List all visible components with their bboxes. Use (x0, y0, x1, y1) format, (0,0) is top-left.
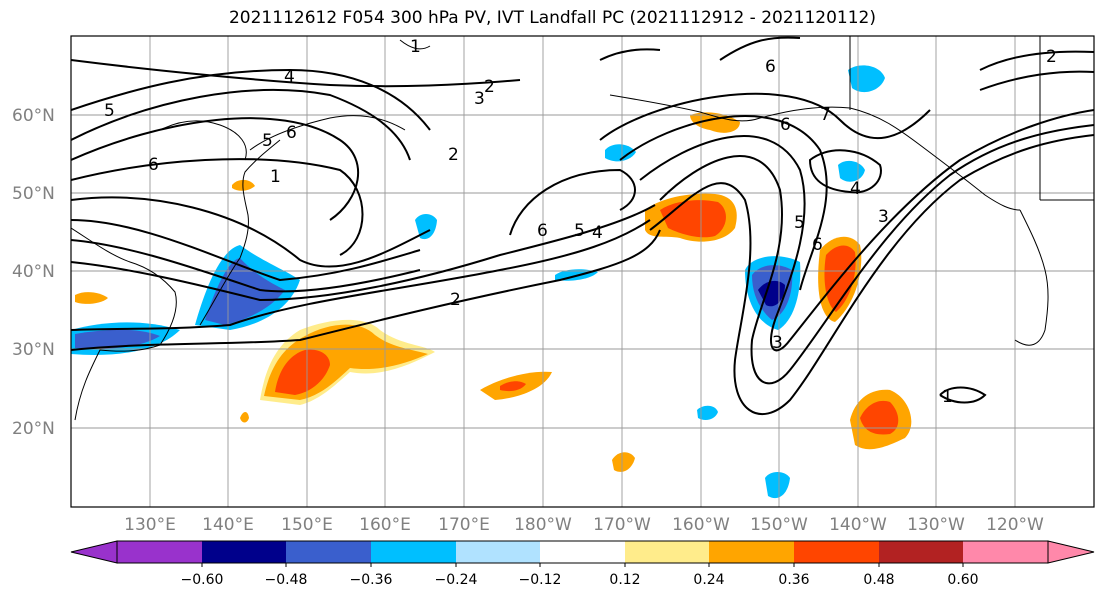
colorbar-segment (625, 541, 709, 563)
contour-labels: 5 4 3 2 1 6 5 6 1 2 6 5 4 2 6 7 4 3 6 5 … (104, 37, 1057, 407)
lon-label: 140°E (202, 515, 254, 535)
contour-label: 6 (780, 115, 791, 135)
latitude-labels: 60°N 50°N 40°N 30°N 20°N (12, 106, 55, 439)
colorbar-segment (202, 541, 286, 563)
contour-label: 3 (772, 333, 783, 353)
lon-label: 150°W (750, 515, 808, 535)
contour-label: 4 (592, 223, 603, 243)
map-title: 2021112612 F054 300 hPa PV, IVT Landfall… (228, 8, 876, 28)
lon-label: 150°E (281, 515, 333, 535)
contour-label: 2 (448, 145, 459, 165)
lon-label: 170°W (593, 515, 651, 535)
contour-label: 6 (148, 155, 159, 175)
contour-label: 2 (450, 290, 461, 310)
colorbar-segment (794, 541, 879, 563)
colorbar-tick-label: 0.24 (693, 572, 724, 588)
colorbar-tick-label: 0.60 (947, 572, 978, 588)
contour-label: 3 (474, 89, 485, 109)
colorbar-segment (371, 541, 456, 563)
colorbar-segment (709, 541, 794, 563)
colorbar-segment (879, 541, 963, 563)
colorbar-tick-label: 0.36 (778, 572, 809, 588)
contour-label: 2 (484, 77, 495, 97)
lon-label: 160°W (672, 515, 730, 535)
longitude-labels: 130°E 140°E 150°E 160°E 170°E 180°W 170°… (124, 515, 1044, 535)
colorbar-tick-label: 0.12 (609, 572, 640, 588)
colorbar-segment (286, 541, 371, 563)
contour-label: 5 (262, 131, 273, 151)
lat-label: 30°N (12, 340, 55, 360)
contour-label: 6 (537, 221, 548, 241)
contour-label: 4 (284, 67, 295, 87)
map-frame (70, 35, 1095, 508)
lat-label: 40°N (12, 262, 55, 282)
lon-label: 140°W (829, 515, 887, 535)
colorbar-frame (116, 540, 1049, 564)
colorbar-tick-label: 0.48 (863, 572, 894, 588)
contour-label: 5 (104, 101, 115, 121)
lat-label: 20°N (12, 419, 55, 439)
colorbar-segment (456, 541, 540, 563)
colorbar-tick-label: −0.48 (265, 572, 308, 588)
contour-label: 1 (942, 387, 953, 407)
contour-label: 1 (270, 167, 281, 187)
contour-label: 5 (794, 213, 805, 233)
colorbar-tick-label: −0.12 (519, 572, 562, 588)
colorbar-tick-label: −0.60 (181, 572, 224, 588)
contour-label: 6 (286, 123, 297, 143)
contour-label: 1 (410, 37, 421, 57)
lon-label: 130°E (124, 515, 176, 535)
colorbar-segment (540, 541, 625, 563)
contour-label: 3 (878, 207, 889, 227)
lon-label: 130°W (907, 515, 965, 535)
colorbar-segment (117, 541, 202, 563)
lon-label: 160°E (359, 515, 411, 535)
map-panel: 5 4 3 2 1 6 5 6 1 2 6 5 4 2 6 7 4 3 6 5 … (71, 36, 1094, 507)
contour-label: 5 (574, 221, 585, 241)
lat-label: 50°N (12, 184, 55, 204)
colorbar-max-arrow (1047, 540, 1095, 564)
lon-label: 170°E (438, 515, 490, 535)
contour-label: 6 (765, 57, 776, 77)
colorbar-tick-label: −0.36 (350, 572, 393, 588)
contour-label: 2 (1046, 47, 1057, 67)
colorbar-min-arrow (70, 540, 118, 564)
colorbar-segment (963, 541, 1048, 563)
shading-layer (71, 65, 912, 499)
pv-contours (71, 36, 1094, 416)
lat-label: 60°N (12, 106, 55, 126)
contour-label: 6 (812, 235, 823, 255)
colorbar-tick-label: −0.24 (435, 572, 478, 588)
coastlines (71, 36, 1094, 421)
colorbar: −0.60 −0.48 −0.36 −0.24 −0.12 0.12 0.24 … (70, 540, 1095, 588)
contour-label: 4 (850, 179, 861, 199)
lon-label: 180°W (514, 515, 572, 535)
lon-label: 120°W (986, 515, 1044, 535)
contour-label: 7 (820, 105, 831, 125)
